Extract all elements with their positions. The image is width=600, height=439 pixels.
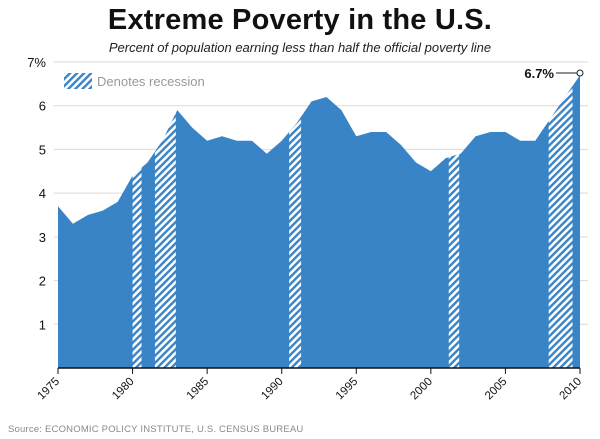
- recession-band-4: [448, 75, 460, 368]
- chart-subtitle: Percent of population earning less than …: [108, 40, 492, 55]
- recession-band-1: [132, 75, 142, 368]
- recession-group: [132, 75, 573, 368]
- annotations: 6.7%: [524, 66, 584, 81]
- x-tick-label-1995: 1995: [334, 376, 361, 403]
- x-tick-label-2005: 2005: [483, 376, 510, 403]
- y-tick-label-5: 5: [39, 142, 46, 157]
- x-tick-label-1990: 1990: [259, 376, 286, 403]
- x-tick-label-2000: 2000: [408, 376, 435, 403]
- recession-band-3: [289, 75, 302, 368]
- legend: Denotes recession: [64, 73, 205, 89]
- end-marker: [576, 69, 584, 77]
- end-label: 6.7%: [524, 66, 554, 81]
- x-tick-label-1980: 1980: [110, 376, 137, 403]
- legend-swatch: [64, 73, 92, 89]
- y-tick-label-7: 7%: [27, 55, 46, 70]
- recession-band-2: [154, 75, 176, 368]
- legend-label: Denotes recession: [97, 74, 205, 89]
- x-tick-label-2010: 2010: [558, 376, 585, 403]
- x-tick-label-1985: 1985: [185, 376, 212, 403]
- x-tick-label-1975: 1975: [36, 376, 63, 403]
- recession-band-5: [548, 75, 573, 368]
- y-tick-label-1: 1: [39, 317, 46, 332]
- y-tick-label-4: 4: [39, 186, 46, 201]
- y-tick-label-6: 6: [39, 99, 46, 114]
- source-note: Source: ECONOMIC POLICY INSTITUTE, U.S. …: [8, 424, 304, 435]
- recession-bands: [132, 75, 573, 368]
- y-tick-label-3: 3: [39, 230, 46, 245]
- chart-title: Extreme Poverty in the U.S.: [107, 4, 493, 36]
- y-tick-label-2: 2: [39, 274, 46, 289]
